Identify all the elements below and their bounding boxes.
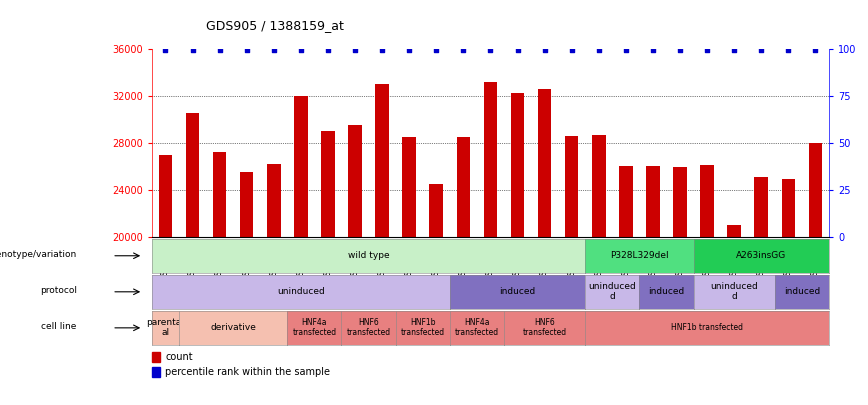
Point — [781, 47, 795, 54]
Point — [754, 47, 768, 54]
Text: uninduced: uninduced — [277, 287, 325, 296]
Point — [457, 47, 470, 54]
Bar — [700, 165, 713, 405]
Point — [213, 47, 227, 54]
Bar — [510, 93, 524, 405]
Bar — [213, 152, 227, 405]
Bar — [294, 96, 307, 405]
Text: HNF6
transfected: HNF6 transfected — [346, 318, 391, 337]
Text: P328L329del: P328L329del — [610, 251, 668, 260]
Bar — [375, 84, 389, 405]
Text: parental
al: parental al — [147, 318, 184, 337]
Point — [266, 47, 280, 54]
Text: HNF1b
transfected: HNF1b transfected — [401, 318, 444, 337]
Bar — [674, 168, 687, 405]
Point — [375, 47, 389, 54]
Bar — [592, 134, 606, 405]
Point — [348, 47, 362, 54]
Bar — [403, 137, 416, 405]
Bar — [646, 166, 660, 405]
Point — [430, 47, 444, 54]
Bar — [809, 143, 822, 405]
Point — [186, 47, 200, 54]
Point — [673, 47, 687, 54]
Point — [510, 47, 524, 54]
Point — [565, 47, 579, 54]
Bar — [457, 137, 470, 405]
Text: uninduced
d: uninduced d — [710, 282, 758, 301]
Point — [294, 47, 308, 54]
Bar — [754, 177, 768, 405]
Bar — [483, 81, 497, 405]
Bar — [152, 352, 161, 362]
Text: induced: induced — [784, 287, 820, 296]
Bar — [321, 131, 335, 405]
Text: A263insGG: A263insGG — [736, 251, 786, 260]
Point — [727, 47, 741, 54]
Bar — [159, 155, 172, 405]
Point — [700, 47, 714, 54]
Text: percentile rank within the sample: percentile rank within the sample — [165, 367, 330, 377]
Bar — [240, 172, 253, 405]
Text: uninduced
d: uninduced d — [589, 282, 636, 301]
Point — [592, 47, 606, 54]
Bar — [619, 166, 633, 405]
Bar — [152, 367, 161, 377]
Bar — [267, 164, 280, 405]
Text: cell line: cell line — [42, 322, 76, 330]
Point — [619, 47, 633, 54]
Bar — [727, 225, 741, 405]
Point — [483, 47, 497, 54]
Text: genotype/variation: genotype/variation — [0, 249, 76, 258]
Text: wild type: wild type — [348, 251, 390, 260]
Text: protocol: protocol — [40, 286, 76, 294]
Point — [159, 47, 173, 54]
Text: GDS905 / 1388159_at: GDS905 / 1388159_at — [206, 19, 344, 32]
Point — [321, 47, 335, 54]
Point — [402, 47, 416, 54]
Point — [240, 47, 253, 54]
Text: induced: induced — [648, 287, 685, 296]
Text: HNF4a
transfected: HNF4a transfected — [455, 318, 499, 337]
Text: HNF4a
transfected: HNF4a transfected — [293, 318, 337, 337]
Point — [537, 47, 551, 54]
Text: derivative: derivative — [210, 323, 256, 333]
Text: HNF1b transfected: HNF1b transfected — [671, 323, 743, 333]
Bar — [538, 89, 551, 405]
Point — [646, 47, 660, 54]
Text: induced: induced — [499, 287, 536, 296]
Bar — [186, 113, 200, 405]
Text: count: count — [165, 352, 193, 362]
Bar — [430, 184, 443, 405]
Bar — [348, 125, 362, 405]
Bar — [565, 136, 578, 405]
Bar — [781, 179, 795, 405]
Point — [808, 47, 822, 54]
Text: HNF6
transfected: HNF6 transfected — [523, 318, 567, 337]
